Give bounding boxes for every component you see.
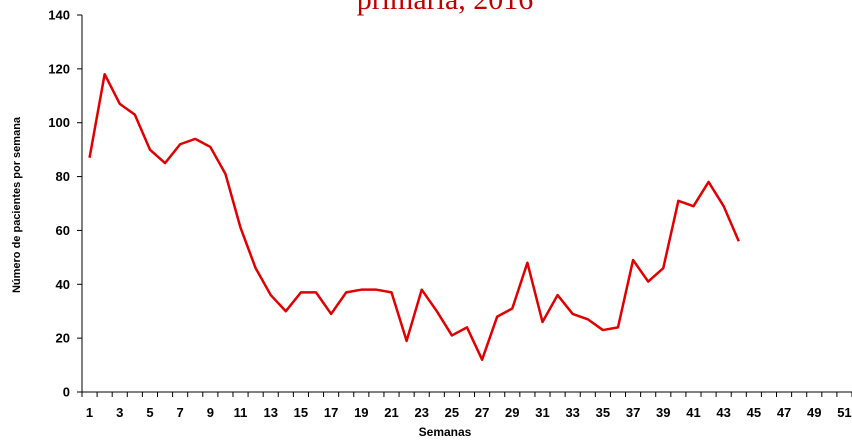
x-tick-label: 41 [686,405,700,420]
x-tick-label: 47 [777,405,791,420]
x-tick-label: 45 [747,405,761,420]
y-tick-label: 40 [56,277,70,292]
y-tick-label: 80 [56,169,70,184]
x-tick-label: 31 [535,405,549,420]
x-tick-label: 29 [505,405,519,420]
x-tick-label: 35 [596,405,610,420]
x-tick-label: 7 [177,405,184,420]
y-tick-label: 0 [63,385,70,400]
x-tick-label: 23 [414,405,428,420]
chart-title: primaria, 2016 [357,0,534,16]
data-line [88,72,740,361]
x-tick-label: 13 [263,405,277,420]
x-tick-label: 51 [837,405,851,420]
x-tick-label: 15 [294,405,308,420]
x-tick-label: 25 [445,405,459,420]
x-axis-title: Semanas [419,425,472,439]
x-tick-label: 33 [565,405,579,420]
x-tick-label: 49 [807,405,821,420]
x-tick-label: 9 [207,405,214,420]
y-tick-label: 140 [48,8,70,23]
x-tick-label: 37 [626,405,640,420]
x-tick-label: 3 [116,405,123,420]
x-tick-label: 11 [234,405,248,420]
x-tick-label: 5 [146,405,153,420]
x-tick-label: 43 [716,405,730,420]
x-tick-label: 21 [384,405,398,420]
y-tick-label: 20 [56,331,70,346]
y-tick-label: 100 [48,115,70,130]
y-axis-title: Número de pacientes por semana [11,116,23,293]
x-tick-label: 27 [475,405,489,420]
x-tick-label: 1 [86,405,93,420]
x-tick-label: 39 [656,405,670,420]
x-tick-label: 19 [354,405,368,420]
y-tick-label: 120 [48,61,70,76]
y-tick-label: 60 [56,223,70,238]
x-tick-label: 17 [324,405,338,420]
